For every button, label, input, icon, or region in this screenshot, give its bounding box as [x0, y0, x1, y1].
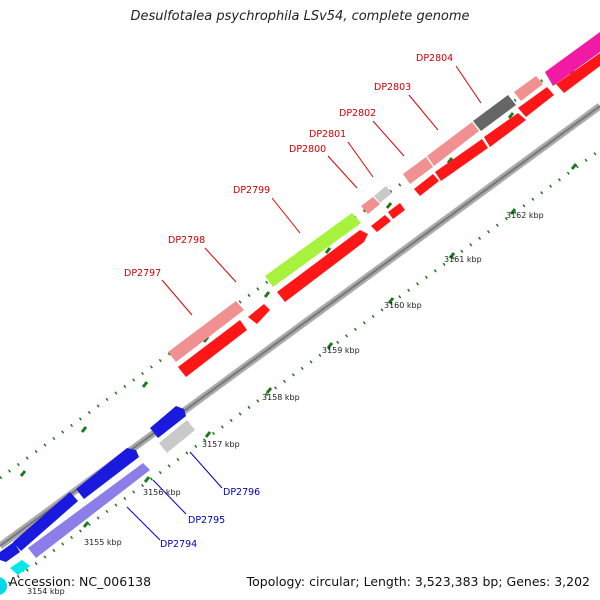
gene-arrow[interactable]	[10, 560, 30, 575]
gene-arrow[interactable]	[371, 215, 391, 232]
gene-arrow[interactable]	[248, 304, 270, 324]
kbp-label: 3157 kbp	[202, 440, 240, 449]
gene-arrow[interactable]	[374, 186, 392, 203]
forward-strand-upper	[168, 32, 600, 362]
gene-label[interactable]: DP2797	[124, 268, 161, 279]
lower-major-ticks	[20, 163, 578, 572]
partial-gene-marker	[0, 577, 7, 595]
gene-arrow[interactable]	[277, 230, 368, 302]
kbp-label: 3161 kbp	[444, 255, 482, 264]
gene-label[interactable]: DP2795	[188, 515, 225, 526]
gene-arrow[interactable]	[265, 213, 361, 287]
gene-label[interactable]: DP2802	[339, 108, 376, 119]
gene-label[interactable]: DP2796	[223, 487, 260, 498]
genome-title: Desulfotalea psychrophila LSv54, complet…	[130, 9, 470, 24]
gene-arrow[interactable]	[159, 420, 195, 453]
gene-arrow[interactable]	[435, 139, 488, 181]
gene-arrow[interactable]	[388, 203, 405, 219]
gene-arrow[interactable]	[76, 448, 139, 499]
forward-leader-lines	[161, 65, 482, 316]
gene-arrow[interactable]	[28, 463, 150, 558]
gene-arrow[interactable]	[545, 32, 600, 86]
gene-arrow[interactable]	[403, 157, 433, 184]
gene-label[interactable]: DP2801	[309, 129, 346, 140]
gene-arrow[interactable]	[13, 492, 78, 551]
gene-arrow[interactable]	[484, 113, 526, 147]
gene-arrow[interactable]	[556, 53, 600, 93]
forward-strand-lower	[178, 53, 600, 377]
reverse-leader-lines	[126, 451, 223, 541]
reverse-strand-genes	[0, 406, 195, 575]
gene-label[interactable]: DP2794	[160, 539, 197, 550]
kbp-label: 3155 kbp	[84, 538, 122, 547]
kbp-label: 3158 kbp	[262, 393, 300, 402]
kbp-label: 3160 kbp	[384, 301, 422, 310]
gene-label[interactable]: DP2804	[416, 53, 453, 64]
gene-arrow[interactable]	[514, 76, 543, 101]
gene-arrow[interactable]	[0, 542, 20, 562]
accession-text: Accession: NC_006138	[9, 574, 152, 589]
kbp-label: 3154 kbp	[27, 587, 65, 596]
kbp-label: 3156 kbp	[143, 488, 181, 497]
gene-arrow[interactable]	[473, 95, 516, 131]
gene-arrow[interactable]	[150, 406, 186, 438]
gene-arrow[interactable]	[518, 87, 554, 117]
gene-label[interactable]: DP2798	[168, 235, 205, 246]
kbp-label: 3159 kbp	[322, 346, 360, 355]
gene-arrow[interactable]	[427, 122, 479, 166]
upper-major-ticks	[19, 68, 576, 477]
gene-label[interactable]: DP2799	[233, 185, 270, 196]
gene-arrow[interactable]	[361, 197, 380, 214]
gene-arrow[interactable]	[178, 320, 247, 377]
gene-arrow[interactable]	[168, 301, 244, 362]
gene-label[interactable]: DP2800	[289, 144, 326, 155]
gene-arrow[interactable]	[414, 174, 439, 196]
topology-text: Topology: circular; Length: 3,523,383 bp…	[246, 574, 590, 589]
gene-label[interactable]: DP2803	[374, 82, 411, 93]
kbp-label: 3162 kbp	[506, 211, 544, 220]
